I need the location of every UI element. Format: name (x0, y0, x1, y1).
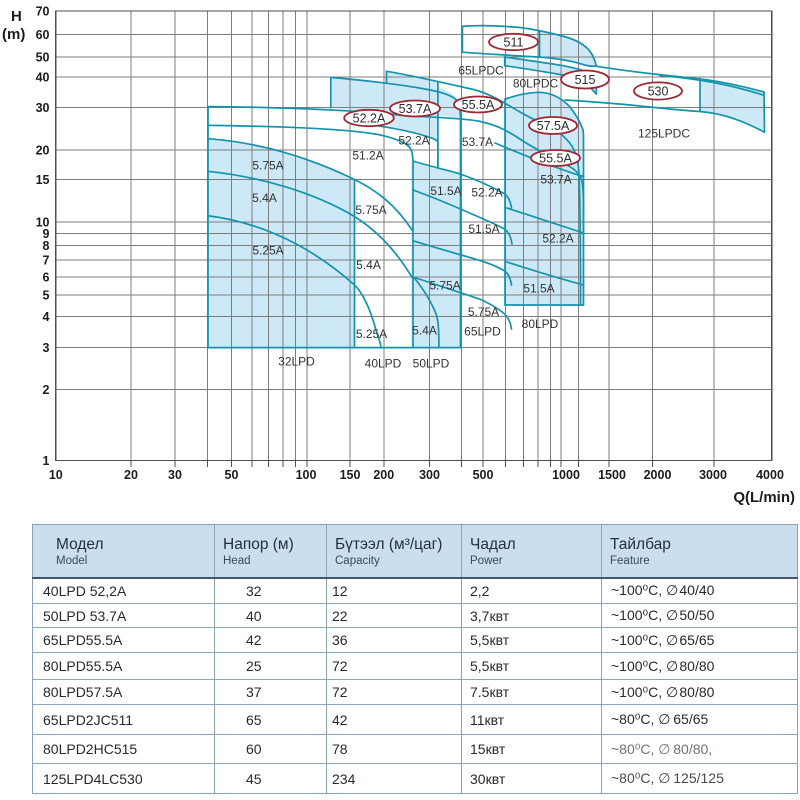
svg-text:30: 30 (36, 101, 50, 115)
svg-text:52.2A: 52.2A (542, 232, 573, 246)
svg-text:20: 20 (124, 468, 138, 482)
svg-text:40: 40 (36, 71, 50, 85)
svg-text:51.2A: 51.2A (352, 149, 383, 163)
svg-text:52.2A: 52.2A (353, 112, 386, 126)
svg-text:150: 150 (340, 468, 361, 482)
svg-text:51.5A: 51.5A (523, 282, 554, 296)
svg-text:7: 7 (43, 253, 50, 267)
svg-text:65LPDC: 65LPDC (458, 64, 504, 78)
svg-text:70: 70 (36, 5, 50, 19)
svg-text:4000: 4000 (756, 468, 784, 482)
svg-text:1: 1 (43, 454, 50, 468)
svg-text:30: 30 (168, 468, 182, 482)
svg-text:511: 511 (504, 36, 524, 50)
svg-text:52.2A: 52.2A (471, 186, 502, 200)
svg-text:515: 515 (575, 73, 596, 87)
svg-text:80LPD: 80LPD (522, 317, 559, 331)
svg-text:H: H (11, 8, 22, 25)
svg-text:5.75A: 5.75A (429, 279, 460, 293)
svg-text:57.5A: 57.5A (537, 119, 570, 133)
svg-text:5: 5 (43, 289, 50, 303)
svg-text:1000: 1000 (552, 468, 580, 482)
svg-text:5.25A: 5.25A (356, 327, 387, 341)
svg-text:50LPD: 50LPD (413, 357, 450, 371)
svg-text:51.5A: 51.5A (468, 222, 499, 236)
svg-text:32LPD: 32LPD (278, 355, 315, 369)
svg-text:52.2A: 52.2A (398, 133, 429, 147)
svg-text:4: 4 (43, 310, 50, 324)
svg-text:300: 300 (419, 468, 440, 482)
svg-text:5.75A: 5.75A (252, 159, 283, 173)
svg-text:5.4A: 5.4A (356, 258, 381, 272)
svg-text:9: 9 (43, 227, 50, 241)
svg-text:80LPDC: 80LPDC (513, 77, 559, 91)
svg-text:20: 20 (36, 144, 50, 158)
svg-text:51.5A: 51.5A (430, 184, 461, 198)
svg-text:Q(L/min): Q(L/min) (733, 489, 795, 506)
svg-text:200: 200 (373, 468, 394, 482)
svg-text:2: 2 (43, 383, 50, 397)
svg-text:(m): (m) (2, 26, 25, 43)
svg-text:125LPDC: 125LPDC (638, 127, 690, 141)
svg-text:2000: 2000 (644, 468, 672, 482)
svg-text:55.5A: 55.5A (539, 152, 572, 166)
svg-text:3000: 3000 (699, 468, 727, 482)
svg-text:100: 100 (296, 468, 317, 482)
svg-text:8: 8 (43, 239, 50, 253)
svg-text:6: 6 (43, 270, 50, 284)
svg-text:50: 50 (36, 50, 50, 64)
svg-text:5.75A: 5.75A (355, 203, 386, 217)
svg-text:10: 10 (36, 215, 50, 229)
svg-text:5.4A: 5.4A (252, 191, 277, 205)
svg-text:1500: 1500 (598, 468, 626, 482)
svg-text:500: 500 (473, 468, 494, 482)
svg-text:65LPD: 65LPD (464, 325, 501, 339)
svg-text:50: 50 (225, 468, 239, 482)
svg-text:40LPD: 40LPD (365, 357, 402, 371)
svg-text:530: 530 (648, 85, 669, 99)
svg-text:5.25A: 5.25A (252, 244, 283, 258)
svg-text:15: 15 (36, 173, 50, 187)
svg-text:53.7A: 53.7A (540, 173, 571, 187)
svg-text:53.7A: 53.7A (462, 135, 493, 149)
svg-text:60: 60 (36, 28, 50, 42)
svg-text:10: 10 (49, 468, 63, 482)
svg-text:53.7A: 53.7A (399, 102, 432, 116)
svg-text:55.5A: 55.5A (462, 98, 495, 112)
svg-text:3: 3 (43, 341, 50, 355)
svg-text:5.75A: 5.75A (468, 305, 499, 319)
svg-text:5.4A: 5.4A (412, 324, 437, 338)
